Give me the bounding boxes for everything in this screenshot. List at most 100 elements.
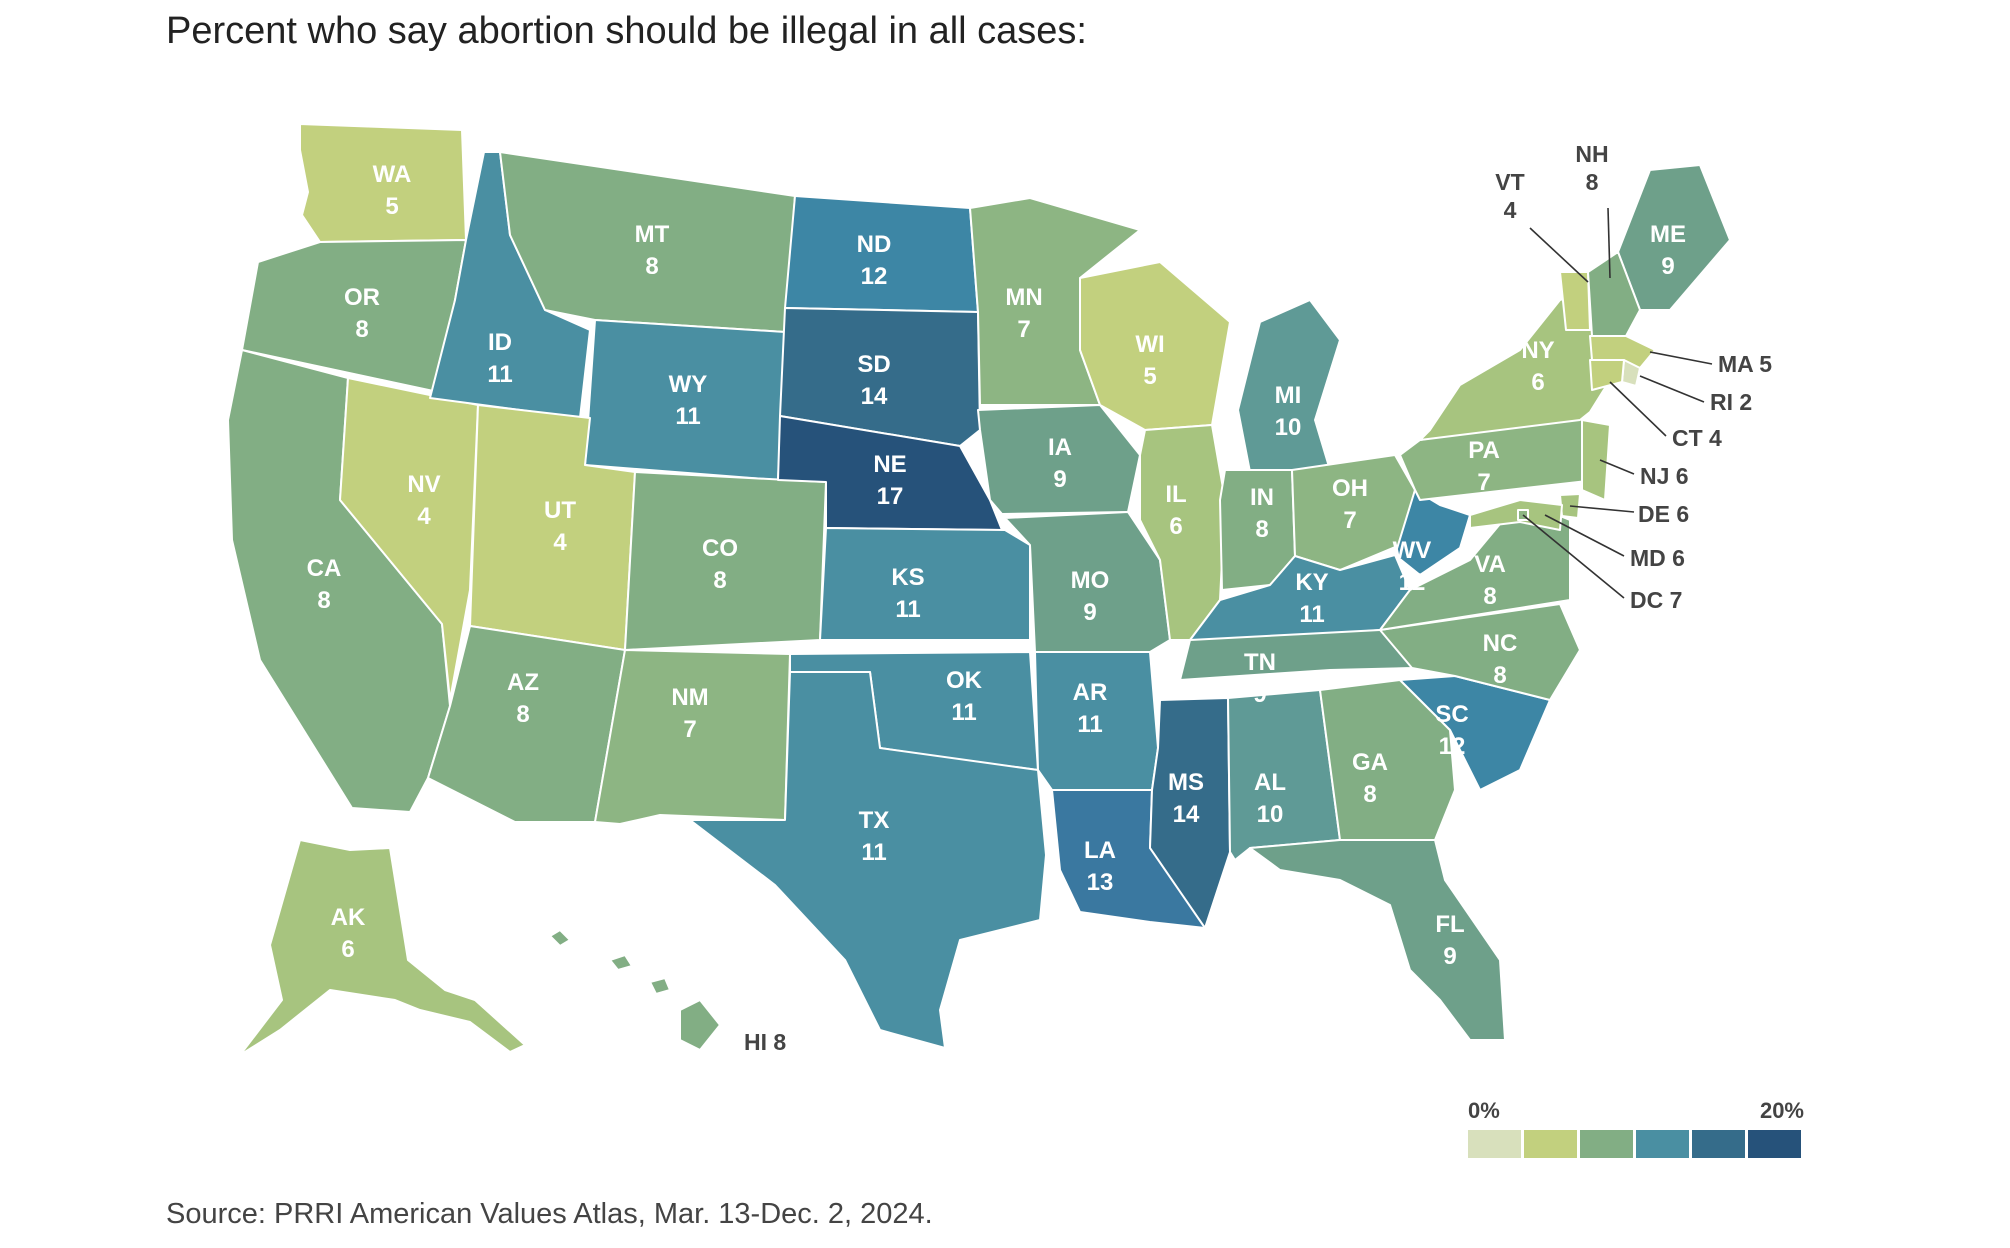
state-ia[interactable] [977, 404, 1141, 515]
legend-swatch [1524, 1130, 1577, 1158]
state-tx[interactable] [689, 671, 1047, 1049]
state-value-in: 8 [1255, 516, 1268, 543]
state-label-nm: NM [671, 684, 708, 711]
state-label-ks: KS [891, 564, 924, 591]
state-ks[interactable] [819, 527, 1031, 641]
state-value-ny: 6 [1531, 369, 1544, 396]
state-value-ia: 9 [1053, 466, 1066, 493]
state-label-or: OR [344, 284, 380, 311]
state-value-sd: 14 [861, 383, 888, 410]
state-label-ms: MS [1168, 769, 1204, 796]
state-label-tx: TX [859, 807, 890, 834]
state-va[interactable] [1379, 499, 1571, 631]
state-label-ky: KY [1295, 569, 1328, 596]
state-value-nc: 8 [1493, 662, 1506, 689]
state-value-wi: 5 [1143, 363, 1156, 390]
state-label-nh: NH [1575, 141, 1608, 167]
state-value-vt: 4 [1504, 197, 1517, 223]
state-mo[interactable] [1004, 511, 1171, 653]
state-label-nc: NC [1483, 630, 1518, 657]
state-value-me: 9 [1661, 253, 1674, 280]
source-note: Source: PRRI American Values Atlas, Mar.… [166, 1198, 933, 1230]
state-label-me: ME [1650, 221, 1686, 248]
state-label-vt: VT [1495, 169, 1524, 195]
state-label-nv: NV [407, 471, 440, 498]
state-ak[interactable] [239, 839, 526, 1056]
state-value-va: 8 [1483, 583, 1496, 610]
state-wy[interactable] [584, 319, 786, 481]
legend-swatch [1636, 1130, 1689, 1158]
state-label-il: IL [1165, 481, 1186, 508]
leader-line-dc [1522, 514, 1625, 599]
state-label-hi: HI 8 [744, 1029, 786, 1055]
state-value-ca: 8 [317, 587, 330, 614]
legend-swatch [1468, 1130, 1521, 1158]
state-value-ar: 11 [1077, 711, 1102, 738]
state-vt[interactable] [1559, 271, 1591, 331]
state-value-pa: 7 [1477, 469, 1490, 496]
state-label-tn: TN [1244, 649, 1276, 676]
state-hi[interactable] [609, 954, 633, 971]
state-label-de: DE 6 [1638, 501, 1689, 527]
state-ct[interactable] [1589, 359, 1625, 391]
state-label-va: VA [1474, 551, 1506, 578]
leader-line-nh [1607, 207, 1611, 279]
legend-swatch [1692, 1130, 1745, 1158]
state-label-sc: SC [1435, 701, 1468, 728]
state-value-tx: 11 [861, 839, 886, 866]
state-label-ma: MA 5 [1718, 351, 1772, 377]
state-hi[interactable] [549, 929, 571, 947]
state-label-ct: CT 4 [1672, 425, 1722, 451]
state-wa[interactable] [299, 123, 467, 243]
leader-line-de [1569, 505, 1635, 513]
state-sd[interactable] [779, 307, 981, 447]
state-label-wi: WI [1135, 331, 1164, 358]
legend-min-label: 0% [1468, 1098, 1500, 1123]
state-value-ky: 11 [1299, 601, 1324, 628]
state-value-id: 11 [487, 361, 512, 388]
leader-line-md [1544, 514, 1625, 557]
state-label-md: MD 6 [1630, 545, 1685, 571]
state-mi[interactable] [1237, 299, 1341, 473]
state-value-nm: 7 [683, 716, 696, 743]
state-value-al: 10 [1257, 801, 1284, 828]
state-md[interactable] [1469, 499, 1563, 531]
state-fl[interactable] [1249, 839, 1506, 1041]
state-nj[interactable] [1581, 419, 1611, 501]
legend-color-bar [1468, 1130, 1801, 1158]
state-label-sd: SD [857, 351, 890, 378]
state-label-ne: NE [873, 451, 906, 478]
state-value-wv: 12 [1399, 569, 1426, 596]
leader-line-vt [1529, 227, 1589, 283]
state-value-ks: 11 [895, 596, 920, 623]
state-value-nv: 4 [417, 503, 431, 530]
state-value-sc: 12 [1439, 733, 1466, 760]
state-il[interactable] [1139, 424, 1226, 641]
leader-line-ct [1609, 381, 1667, 437]
leader-line-ri [1639, 375, 1705, 403]
state-label-az: AZ [507, 669, 539, 696]
state-label-dc: DC 7 [1630, 587, 1682, 613]
state-label-ok: OK [946, 667, 983, 694]
state-value-ms: 14 [1173, 801, 1200, 828]
state-nh[interactable] [1587, 251, 1641, 337]
leader-line-ma [1649, 351, 1713, 365]
state-hi[interactable] [649, 977, 671, 995]
state-value-ut: 4 [553, 529, 567, 556]
state-label-wy: WY [669, 371, 708, 398]
state-value-ok: 11 [951, 699, 976, 726]
state-value-co: 8 [713, 567, 726, 594]
state-hi[interactable] [679, 999, 721, 1051]
color-legend: 0% 20% [1468, 1098, 1804, 1158]
legend-swatch [1580, 1130, 1633, 1158]
state-value-nd: 12 [861, 263, 888, 290]
state-label-mi: MI [1275, 382, 1302, 409]
state-label-wa: WA [373, 161, 412, 188]
state-label-id: ID [488, 329, 512, 356]
state-label-co: CO [702, 535, 738, 562]
state-value-or: 8 [355, 316, 368, 343]
state-value-fl: 9 [1443, 943, 1456, 970]
state-value-mn: 7 [1017, 316, 1030, 343]
state-nc[interactable] [1379, 603, 1581, 701]
